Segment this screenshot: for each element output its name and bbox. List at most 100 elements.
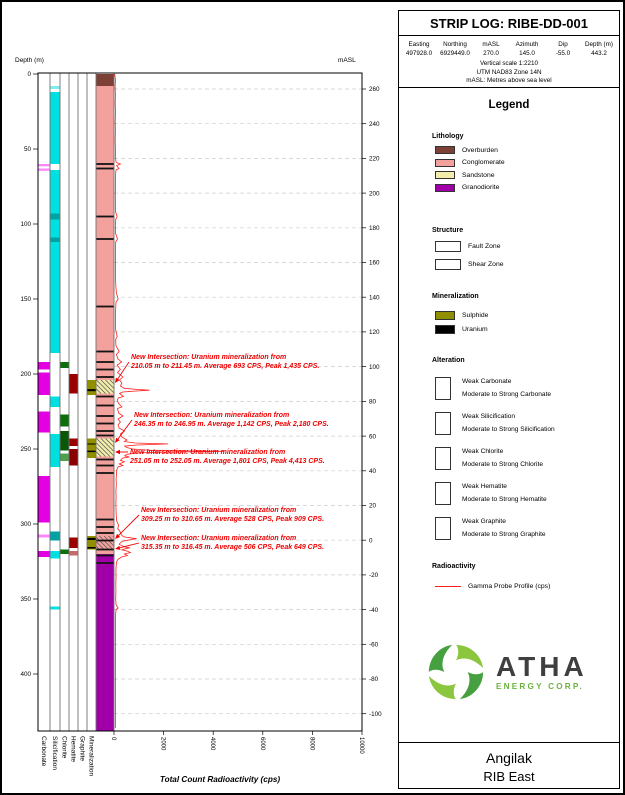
structure-hatch	[96, 451, 102, 457]
annotation-leader	[117, 514, 140, 537]
cps-tick-label: 6000	[259, 737, 265, 751]
litho-mark	[96, 163, 114, 165]
legend-item: Sulphide	[435, 311, 488, 320]
intersection-annotation: New Intersection: Uranium mineralization…	[141, 507, 296, 514]
litho-mark	[96, 562, 114, 564]
litho-mark	[96, 548, 114, 551]
masl-tick-label: -60	[369, 642, 379, 649]
litho-mark	[96, 368, 114, 371]
legend-alteration-heading: Alteration	[432, 357, 465, 364]
depth-tick-label: 300	[20, 521, 31, 528]
litho-mark	[96, 305, 114, 308]
alteration-interval	[38, 476, 50, 523]
alteration-interval	[38, 164, 50, 167]
intersection-annotation: New Intersection: Uranium mineralization…	[134, 412, 289, 419]
alteration-interval	[38, 551, 50, 557]
masl-tick-label: 40	[369, 468, 377, 475]
alteration-interval	[38, 362, 50, 370]
litho-mark	[96, 458, 114, 461]
alteration-interval	[87, 536, 96, 550]
legend-item: Fault Zone	[435, 241, 504, 252]
masl-tick-label: 140	[369, 294, 380, 301]
alteration-interval	[87, 547, 96, 549]
cps-tick-label: 2000	[160, 737, 166, 751]
divider	[399, 35, 619, 36]
lith-unit-Overburden	[96, 74, 114, 86]
alteration-interval	[69, 551, 78, 556]
cps-tick-label: 8000	[308, 737, 314, 751]
annotation-leader	[116, 361, 130, 380]
intersection-annotation: New Intersection: Uranium mineralization…	[130, 449, 285, 456]
alteration-interval	[60, 549, 69, 554]
alteration-interval	[60, 453, 69, 461]
overburden-swatch	[435, 146, 455, 154]
annotation-arrowhead	[115, 533, 121, 539]
column-label: Mineralization	[88, 736, 95, 776]
structure-hatch	[100, 438, 114, 452]
uranium-swatch	[435, 324, 455, 334]
logo-text: ATHA ENERGY CORP.	[496, 652, 588, 691]
lith-unit-Granodiorite	[96, 554, 114, 731]
annotation-arrowhead	[115, 377, 120, 383]
alteration-interval	[50, 434, 60, 467]
alteration-interval	[50, 92, 60, 164]
depth-tick-label: 250	[20, 446, 31, 453]
fault-zone-swatch	[435, 241, 461, 252]
column-label: Silicification	[51, 736, 58, 770]
divider	[399, 742, 619, 743]
logo-subtitle: ENERGY CORP.	[496, 681, 584, 691]
litho-mark	[96, 422, 114, 425]
litho-mark	[96, 464, 114, 467]
area-name: RIB East	[483, 769, 535, 784]
gamma-curve	[114, 73, 224, 729]
masl-tick-label: 120	[369, 329, 380, 336]
alteration-interval	[50, 237, 60, 242]
masl-tick-label: 100	[369, 364, 380, 371]
depth-tick-label: 350	[20, 596, 31, 603]
alteration-interval	[38, 372, 50, 395]
silicification-swatch	[435, 412, 451, 435]
cps-axis-title: Total Count Radioactivity (cps)	[160, 775, 281, 784]
depth-tick-label: 100	[20, 221, 31, 228]
sandstone-swatch	[435, 171, 455, 179]
litho-mark	[96, 215, 114, 218]
litho-mark	[96, 430, 114, 432]
structure-hatch	[100, 379, 114, 393]
alteration-interval	[50, 396, 60, 407]
strip-log-chart: Depth (m) mASL 260 240 220 200 180 160 140 120 100…	[2, 2, 399, 793]
legend-item: Shear Zone	[435, 259, 504, 270]
masl-tick-label: -100	[369, 711, 382, 718]
strip-log-svg: Depth (m) mASL260240220200180160140120100…	[15, 57, 382, 784]
alteration-interval	[50, 219, 60, 238]
alteration-interval	[38, 534, 50, 538]
structure-hatch	[112, 535, 114, 537]
structure-hatch	[96, 442, 111, 457]
structure-hatch	[96, 388, 102, 394]
masl-tick-label: -20	[369, 572, 379, 579]
intersection-annotation: New Intersection: Uranium mineralization…	[141, 535, 296, 542]
alteration-interval	[50, 551, 60, 559]
structure-hatch	[109, 379, 114, 384]
legend-mineralization-items: Sulphide Uranium	[435, 311, 488, 338]
divider	[399, 87, 619, 88]
intersection-annotation: 251.05 m to 252.05 m. Average 1,801 CPS,…	[129, 458, 325, 465]
depth-tick-label: 50	[24, 146, 32, 153]
depth-tick-label: 200	[20, 371, 31, 378]
structure-hatch	[96, 447, 106, 457]
annotation-leader	[118, 542, 140, 549]
intersection-annotation: 210.05 m to 211.45 m. Average 693 CPS, P…	[130, 363, 319, 370]
lith-unit-Conglomerate	[96, 86, 114, 554]
alteration-interval	[50, 86, 60, 89]
map-notes: Vertical scale 1:2210 UTM NAD83 Zone 14N…	[466, 60, 552, 84]
alteration-interval	[87, 389, 96, 392]
structure-hatch	[96, 541, 105, 550]
legend-title: Legend	[488, 99, 530, 111]
legend-lithology-items: Overburden Conglomerate Sandstone Granod…	[435, 146, 505, 196]
litho-mark	[96, 539, 114, 542]
project-name: Angilak	[486, 750, 532, 766]
litho-mark	[96, 532, 114, 534]
masl-tick-label: -40	[369, 607, 379, 614]
legend-mineralization-heading: Mineralization	[432, 293, 479, 300]
alteration-interval	[87, 380, 96, 395]
structure-hatch	[96, 384, 106, 394]
